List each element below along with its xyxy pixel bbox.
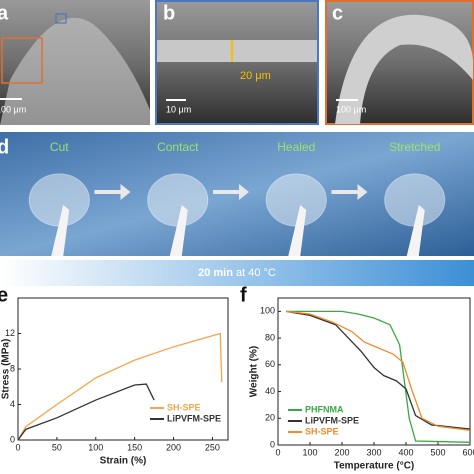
y-tick-label: 4 [10, 399, 15, 409]
x-tick-label: 500 [430, 447, 445, 457]
y-tick-label: 12 [5, 328, 15, 338]
tweezer [406, 205, 425, 256]
panel-label: e [0, 284, 8, 306]
film-photo [384, 173, 446, 227]
step-label: Cut [50, 140, 69, 154]
x-tick-label: 200 [334, 447, 349, 457]
y-tick-label: 40 [265, 386, 275, 396]
x-tick-label: 200 [166, 442, 181, 452]
scale-text: 10 μm [166, 104, 191, 114]
y-tick-label: 0 [270, 439, 275, 449]
series-line [17, 332, 223, 441]
highlight-box [1, 37, 43, 84]
condition-bold: 20 min [198, 267, 233, 279]
arrow [94, 184, 131, 200]
x-tick-label: 400 [398, 447, 413, 457]
x-tick-label: 150 [127, 442, 142, 452]
y-tick-label: 80 [265, 332, 275, 342]
x-tick-label: 100 [302, 447, 317, 457]
x-tick-label: 100 [88, 442, 103, 452]
x-tick-label: 600 [462, 447, 474, 457]
y-tick-label: 8 [10, 363, 15, 373]
y-tick-label: 20 [265, 413, 275, 423]
scale-text: 100 μm [336, 104, 366, 114]
film-shape [0, 17, 150, 125]
x-tick-label: 250 [205, 442, 220, 452]
x-axis-label: Temperature (°C) [334, 461, 415, 472]
tweezer [169, 205, 188, 256]
film-cross-section [157, 40, 317, 62]
y-axis-label: Stress (MPa) [1, 339, 12, 400]
step-label: Stretched [389, 140, 440, 154]
film-photo [147, 173, 209, 227]
sem-image [155, 0, 319, 125]
step-label: Healed [277, 140, 315, 154]
legend-label: PHFNMA [305, 404, 344, 414]
condition-rest: at 40 °C [236, 267, 276, 279]
step-label: Contact [157, 140, 199, 154]
legend-label: LiPVFM-SPE [167, 413, 221, 423]
series-line [286, 310, 471, 443]
y-tick-label: 100 [260, 306, 275, 316]
highlight-box [55, 13, 67, 24]
film-shape [335, 14, 473, 124]
arrow [331, 184, 368, 200]
tweezer [51, 205, 70, 256]
panel-label: a [0, 2, 9, 24]
legend-label: SH-SPE [305, 426, 339, 436]
x-axis-label: Strain (%) [100, 456, 147, 467]
x-tick-label: 300 [366, 447, 381, 457]
series-line [285, 310, 471, 430]
thickness-text: 20 μm [240, 70, 271, 82]
condition-text: 20 min at 40 °C [198, 267, 276, 279]
y-tick-label: 0 [10, 434, 15, 444]
panel-label: c [332, 2, 343, 24]
legend-label: SH-SPE [167, 402, 201, 412]
film-photo [28, 173, 90, 227]
series-line [17, 383, 155, 441]
panel-label: f [240, 284, 247, 306]
panel-label: b [163, 2, 175, 24]
series-line [285, 310, 471, 431]
tweezer [288, 205, 307, 256]
panel-label: d [0, 136, 9, 158]
scale-text: 100 μm [0, 104, 26, 114]
arrow [213, 184, 249, 200]
y-tick-label: 60 [265, 359, 275, 369]
legend-label: LiPVFM-SPE [305, 415, 359, 425]
film-photo [265, 173, 327, 227]
x-tick-label: 50 [52, 442, 62, 452]
x-tick-label: 0 [15, 442, 20, 452]
x-tick-label: 0 [275, 447, 280, 457]
time-bar [0, 260, 474, 286]
y-axis-label: Weight (%) [249, 346, 260, 397]
